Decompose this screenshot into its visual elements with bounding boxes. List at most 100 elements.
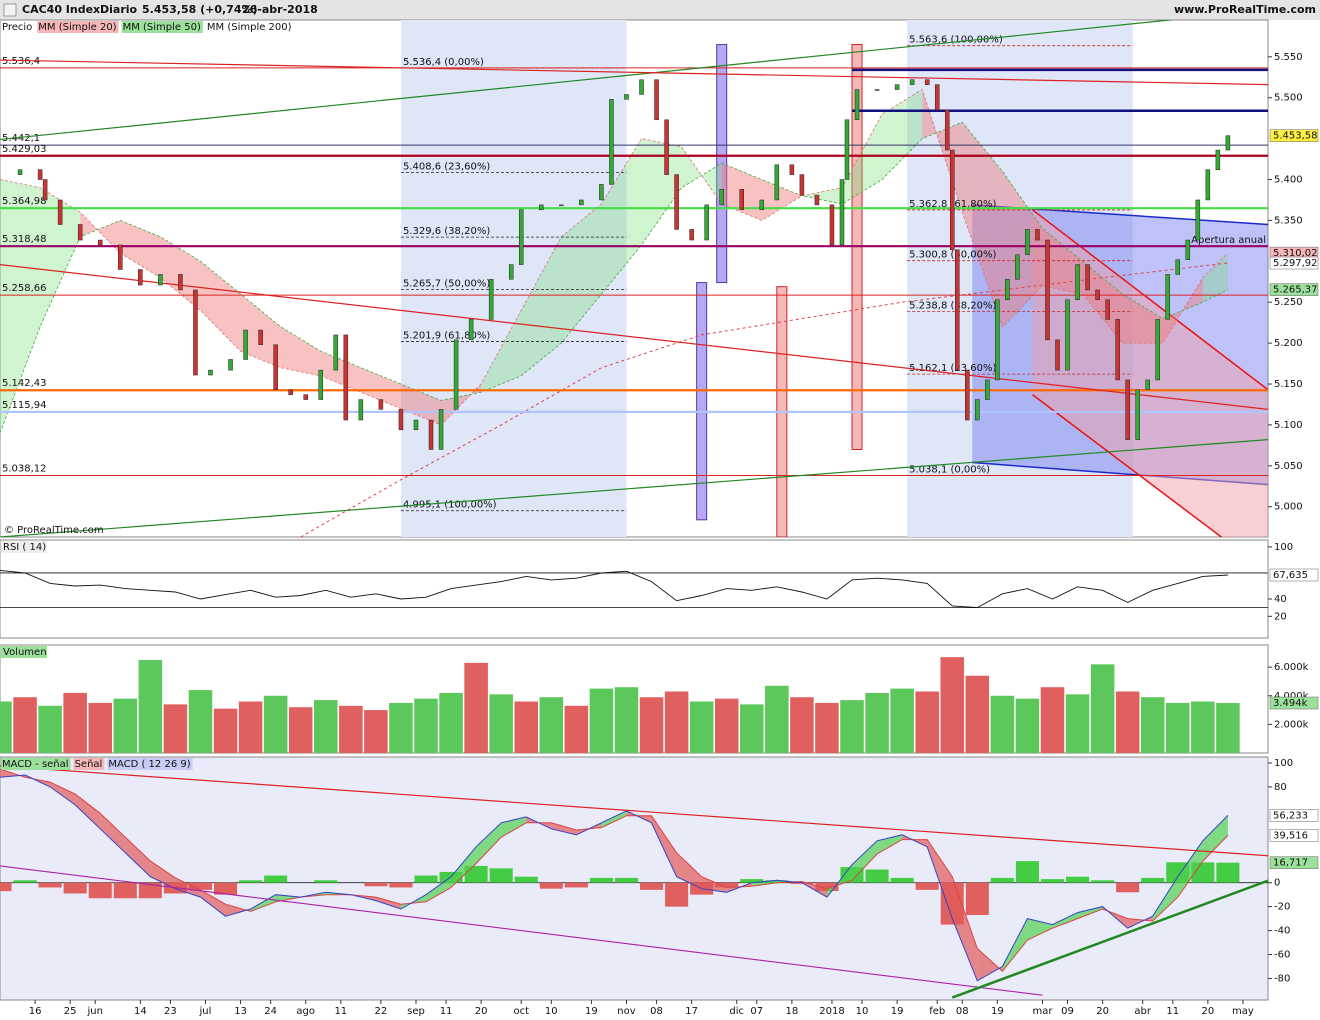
- ma-cloud: [360, 367, 401, 409]
- candle: [844, 119, 850, 180]
- macd-fill: [1027, 918, 1053, 941]
- y-tick-label: 4.000k: [1274, 691, 1309, 702]
- candle: [1155, 319, 1160, 381]
- y-tick-label: 5.350: [1274, 215, 1303, 226]
- ma-cloud: [962, 122, 1003, 327]
- y-tick-label: -80: [1274, 973, 1290, 984]
- macd-fill: [451, 846, 477, 888]
- volume-bar: [0, 701, 12, 753]
- candle: [674, 174, 679, 230]
- y-tick-label: 40: [1274, 594, 1287, 605]
- x-tick-label: 19: [891, 1006, 904, 1017]
- histogram-bar: [614, 877, 639, 883]
- x-tick-label: 19: [991, 1006, 1004, 1017]
- histogram-bar: [965, 882, 989, 916]
- macd-fill: [1202, 815, 1228, 862]
- legend-entry: Precio: [2, 22, 32, 33]
- histogram-bar: [63, 882, 87, 894]
- x-tick-label: 11: [440, 1006, 453, 1017]
- volume-bar: [589, 688, 614, 753]
- candle: [118, 244, 123, 270]
- x-tick-label: dic: [729, 1006, 744, 1017]
- candle: [704, 204, 709, 241]
- x-tick-label: 08: [956, 1006, 969, 1017]
- level-label: 5.429,03: [2, 144, 47, 155]
- fib-label: 5.162,1 (23,60%): [909, 363, 996, 374]
- x-tick-label: 07: [750, 1006, 763, 1017]
- volume-bar: [915, 691, 939, 753]
- volume-bar: [815, 702, 839, 753]
- x-tick-label: 17: [685, 1006, 698, 1017]
- volume-bar: [163, 704, 188, 753]
- x-tick-label: ago: [296, 1006, 315, 1017]
- histogram-bar: [915, 882, 939, 890]
- x-tick-label: mar: [1032, 1006, 1053, 1017]
- x-tick-label: sep: [407, 1006, 425, 1017]
- ma-cloud: [641, 138, 682, 245]
- legend-entry: MM (Simple 200): [207, 22, 292, 33]
- last-value-label: 5.297,92: [1273, 258, 1318, 269]
- last-value-box: [1269, 809, 1319, 822]
- candle: [609, 99, 614, 185]
- trendline: [0, 263, 1268, 410]
- level-note: Apertura anual: [1191, 235, 1266, 246]
- histogram-bar: [865, 869, 889, 883]
- candle: [944, 109, 950, 151]
- histogram-bar: [188, 882, 213, 890]
- volume-bar: [689, 701, 714, 753]
- x-tick-label: 16: [29, 1006, 42, 1017]
- panel-title-box: [1, 646, 47, 658]
- candle: [639, 79, 644, 95]
- candle: [453, 339, 459, 410]
- ma-cloud: [481, 310, 522, 393]
- x-tick-label: 25: [64, 1006, 77, 1017]
- level-label: 5.142,43: [2, 378, 47, 389]
- candle: [854, 89, 860, 121]
- volume-bar: [1040, 687, 1065, 753]
- fib-label: 4.995,1 (100,00%): [403, 500, 497, 511]
- candle: [1125, 379, 1130, 440]
- volume-bar: [464, 662, 488, 753]
- candle: [1185, 239, 1191, 260]
- legend-entry: MM (Simple 50): [123, 22, 201, 33]
- candle: [378, 399, 384, 410]
- candle: [138, 269, 143, 286]
- y-tick-label: 80: [1274, 782, 1287, 793]
- x-tick-label: jul: [199, 1006, 212, 1017]
- candle: [193, 289, 198, 376]
- panel: [0, 569, 1268, 609]
- period: Diario: [100, 3, 138, 16]
- candle: [995, 299, 1000, 381]
- trendline: [0, 59, 1268, 86]
- moving-average: [0, 121, 1229, 434]
- candle: [398, 409, 404, 431]
- histogram-bar: [715, 882, 739, 888]
- last-value-box: [1269, 256, 1319, 270]
- volume-bar: [965, 675, 990, 753]
- ma-cloud: [40, 187, 81, 327]
- legend-box: [107, 758, 193, 770]
- last-value-label: 5.453,58: [1273, 131, 1318, 142]
- x-tick-label: abr: [1134, 1006, 1151, 1017]
- level-label: 5.318,48: [2, 234, 47, 245]
- candle: [950, 149, 955, 251]
- trendline: [0, 765, 1268, 857]
- candle: [178, 274, 183, 291]
- ma-cloud: [1122, 294, 1163, 344]
- x-tick-label: 14: [134, 1006, 147, 1017]
- candle: [924, 79, 930, 85]
- candle: [273, 344, 278, 391]
- ma-cloud: [561, 204, 602, 344]
- y-tick-label: 0: [1274, 878, 1280, 889]
- indicator-line: [0, 569, 1228, 609]
- macd-fill: [150, 861, 176, 889]
- volume-bar: [489, 694, 513, 753]
- channel: [1032, 209, 1268, 537]
- candle: [1165, 274, 1171, 320]
- x-tick-label: may: [1232, 1006, 1254, 1017]
- macd-fill: [175, 877, 201, 898]
- candle: [1135, 389, 1140, 440]
- volume-bar: [238, 701, 263, 753]
- volume-bar: [840, 700, 864, 753]
- volume-bar: [313, 700, 338, 753]
